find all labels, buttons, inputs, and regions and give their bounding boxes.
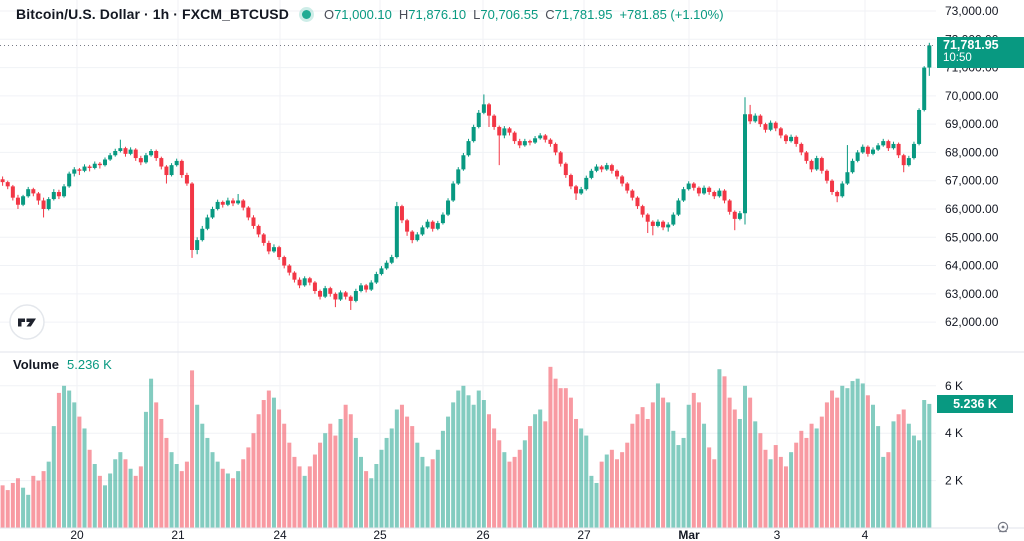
- close-value: 71,781.95: [554, 6, 613, 22]
- volume-value: 5.236 K: [67, 357, 112, 372]
- svg-text:21: 21: [171, 528, 185, 541]
- price-axis[interactable]: 73,000.0072,000.0071,000.0070,000.0069,0…: [945, 4, 999, 488]
- low-label: L: [473, 6, 481, 22]
- high-label: H: [398, 6, 409, 22]
- svg-text:3: 3: [774, 528, 781, 541]
- svg-text:25: 25: [373, 528, 387, 541]
- tradingview-logo[interactable]: [9, 304, 45, 345]
- current-time: 10:50: [943, 52, 972, 65]
- svg-text:6 K: 6 K: [945, 379, 963, 393]
- current-price: 71,781.95: [943, 38, 999, 52]
- change-value: +781.85 (+1.10%): [619, 6, 724, 22]
- svg-text:4: 4: [862, 528, 869, 541]
- svg-text:65,000.00: 65,000.00: [945, 230, 999, 244]
- high-value: 71,876.10: [408, 6, 467, 22]
- svg-text:64,000.00: 64,000.00: [945, 259, 999, 273]
- ohlc-values: O71,000.10 H71,876.10 L70,706.55 C71,781…: [324, 7, 724, 22]
- svg-text:66,000.00: 66,000.00: [945, 202, 999, 216]
- svg-text:68,000.00: 68,000.00: [945, 145, 999, 159]
- svg-text:63,000.00: 63,000.00: [945, 287, 999, 301]
- candles-layer: [0, 42, 932, 310]
- svg-text:Mar: Mar: [678, 528, 700, 541]
- volume-legend[interactable]: Volume 5.236 K: [13, 357, 112, 372]
- volume-bars: [0, 366, 932, 528]
- svg-text:20: 20: [70, 528, 84, 541]
- svg-text:62,000.00: 62,000.00: [945, 315, 999, 329]
- volume-label: Volume: [13, 357, 59, 372]
- open-value: 71,000.10: [334, 6, 392, 22]
- svg-text:69,000.00: 69,000.00: [945, 117, 999, 131]
- current-price-badge: 71,781.95 10:50: [937, 37, 1024, 68]
- low-value: 70,706.55: [480, 6, 539, 22]
- open-label: O: [323, 6, 335, 22]
- chart-legend[interactable]: Bitcoin/U.S. Dollar · 1h · FXCM_BTCUSD O…: [16, 6, 724, 22]
- symbol-title[interactable]: Bitcoin/U.S. Dollar · 1h · FXCM_BTCUSD: [16, 6, 289, 22]
- svg-text:4 K: 4 K: [945, 426, 963, 440]
- svg-text:26: 26: [476, 528, 490, 541]
- svg-text:73,000.00: 73,000.00: [945, 4, 999, 18]
- current-volume-badge: 5.236 K: [937, 395, 1013, 413]
- time-axis-settings-icon[interactable]: [996, 520, 1010, 539]
- svg-text:24: 24: [273, 528, 287, 541]
- svg-text:2 K: 2 K: [945, 474, 963, 488]
- overlays-layer: [0, 44, 1024, 529]
- close-label: C: [545, 6, 555, 22]
- svg-text:27: 27: [577, 528, 591, 541]
- time-axis[interactable]: 20 21 24 25 26 27 Mar 3 4: [70, 528, 868, 541]
- svg-text:70,000.00: 70,000.00: [945, 89, 999, 103]
- svg-text:67,000.00: 67,000.00: [945, 174, 999, 188]
- market-status-dot: [301, 9, 311, 19]
